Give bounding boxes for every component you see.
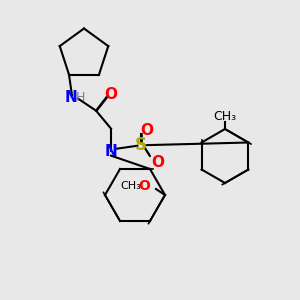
Text: O: O	[104, 87, 118, 102]
Text: H: H	[76, 91, 85, 103]
Text: N: N	[105, 144, 117, 159]
Text: O: O	[140, 123, 154, 138]
Text: O: O	[138, 179, 150, 193]
Text: S: S	[135, 136, 147, 154]
Text: O: O	[151, 155, 164, 170]
Text: N: N	[64, 90, 77, 105]
Text: CH₃: CH₃	[120, 181, 141, 191]
Text: CH₃: CH₃	[213, 110, 237, 124]
